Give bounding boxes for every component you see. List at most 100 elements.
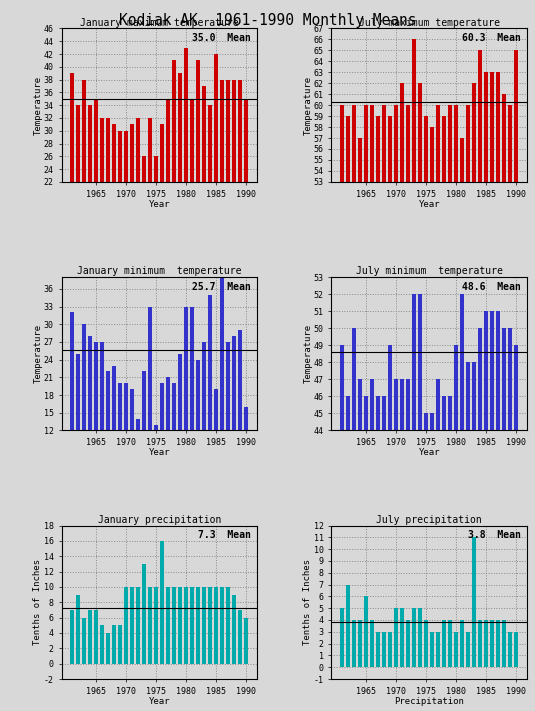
Bar (436, 632, 440, 667)
Bar (244, 99, 248, 323)
Bar (388, 346, 392, 711)
Bar (382, 105, 386, 711)
Bar (136, 587, 140, 663)
Bar (442, 116, 446, 711)
Bar (340, 346, 345, 711)
Bar (100, 625, 104, 663)
Bar (244, 618, 248, 663)
Bar (382, 632, 386, 667)
Bar (154, 587, 158, 663)
Bar (496, 73, 500, 711)
Bar (172, 587, 177, 663)
Bar (448, 396, 452, 711)
Bar (106, 118, 110, 323)
Bar (112, 365, 117, 501)
Bar (352, 328, 356, 711)
Bar (232, 80, 236, 323)
Bar (460, 620, 464, 667)
Bar (496, 311, 500, 711)
Y-axis label: Tenths of Inches: Tenths of Inches (34, 560, 42, 646)
X-axis label: Year: Year (149, 200, 170, 209)
Bar (226, 587, 231, 663)
Bar (376, 396, 380, 711)
Text: 60.3  Mean: 60.3 Mean (462, 33, 521, 43)
Bar (172, 383, 177, 501)
Bar (472, 83, 476, 711)
Bar (394, 608, 398, 667)
Bar (88, 610, 93, 663)
Bar (418, 294, 422, 711)
Bar (178, 353, 182, 501)
Bar (478, 50, 482, 711)
Bar (340, 608, 345, 667)
Text: Kodiak AK  1961-1990 Monthly Means: Kodiak AK 1961-1990 Monthly Means (119, 13, 416, 28)
Bar (238, 610, 242, 663)
Bar (436, 105, 440, 711)
Bar (94, 99, 98, 323)
Title: July maximum temperature: July maximum temperature (358, 18, 500, 28)
Bar (352, 105, 356, 711)
Bar (346, 584, 350, 667)
Bar (112, 625, 117, 663)
Bar (418, 83, 422, 711)
Bar (148, 118, 152, 323)
Text: 35.0  Mean: 35.0 Mean (193, 33, 251, 43)
Bar (70, 312, 74, 501)
Bar (160, 383, 164, 501)
Bar (190, 99, 194, 323)
Bar (412, 608, 416, 667)
Bar (106, 371, 110, 501)
Bar (124, 131, 128, 323)
Bar (76, 105, 80, 323)
Bar (514, 632, 518, 667)
Bar (208, 105, 212, 323)
Bar (514, 346, 518, 711)
Bar (376, 116, 380, 711)
Y-axis label: Tenths of Inches: Tenths of Inches (303, 560, 312, 646)
Bar (358, 379, 362, 711)
X-axis label: Precipitation: Precipitation (394, 697, 464, 706)
Bar (394, 105, 398, 711)
Bar (88, 105, 93, 323)
Bar (70, 610, 74, 663)
Bar (202, 587, 207, 663)
Bar (166, 587, 171, 663)
Bar (196, 360, 201, 501)
Bar (118, 383, 123, 501)
Bar (142, 156, 147, 323)
X-axis label: Year: Year (418, 200, 440, 209)
Bar (148, 306, 152, 501)
Bar (472, 538, 476, 667)
Y-axis label: Temperature: Temperature (34, 324, 42, 383)
Bar (94, 342, 98, 501)
Bar (370, 105, 374, 711)
Title: July precipitation: July precipitation (376, 515, 482, 525)
Bar (484, 311, 488, 711)
Text: 48.6  Mean: 48.6 Mean (462, 282, 521, 292)
Bar (364, 396, 368, 711)
Bar (118, 131, 123, 323)
Bar (214, 54, 218, 323)
Bar (388, 632, 392, 667)
Bar (196, 587, 201, 663)
Bar (106, 633, 110, 663)
Bar (478, 620, 482, 667)
Bar (340, 105, 345, 711)
Bar (514, 50, 518, 711)
Bar (424, 413, 429, 711)
Bar (466, 632, 470, 667)
Bar (160, 124, 164, 323)
Bar (448, 620, 452, 667)
Bar (430, 632, 434, 667)
Bar (502, 328, 506, 711)
Bar (490, 620, 494, 667)
Bar (460, 138, 464, 711)
Bar (166, 99, 171, 323)
Bar (70, 73, 74, 323)
Bar (412, 39, 416, 711)
Bar (388, 116, 392, 711)
Bar (466, 362, 470, 711)
Bar (466, 105, 470, 711)
Bar (184, 587, 188, 663)
Bar (112, 124, 117, 323)
